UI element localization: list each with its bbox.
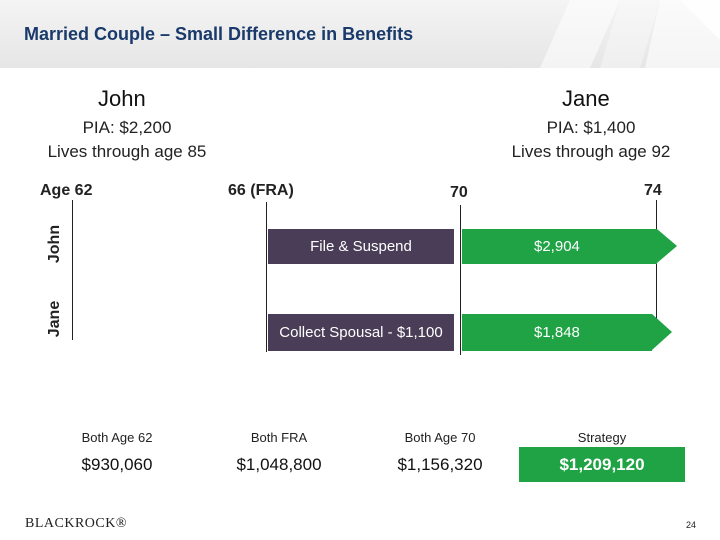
jane-benefit-bar: $1,848	[462, 314, 652, 351]
header-decoration	[540, 0, 720, 68]
john-benefit-bar: $2,904	[462, 229, 657, 264]
timeline-line-74	[656, 200, 657, 340]
timeline-line-70	[460, 205, 461, 355]
timeline-line-fra	[266, 202, 267, 352]
scenario-label-both-fra: Both FRA	[250, 430, 308, 445]
jane-pia: PIA: $1,400	[546, 118, 636, 137]
blackrock-logo: BLACKROCK®	[25, 516, 127, 531]
scenario-value-both-70: $1,156,320	[397, 455, 483, 474]
john-file-suspend-bar: File & Suspend	[268, 229, 454, 264]
page-number: 24	[685, 520, 696, 530]
row-label-jane: Jane	[46, 300, 63, 338]
age-74: 74	[644, 182, 662, 199]
scenario-value-both-62: $930,060	[81, 455, 153, 474]
scenario-label-both-70: Both Age 70	[404, 430, 476, 445]
john-lives: Lives through age 85	[47, 142, 207, 161]
john-pia: PIA: $2,200	[82, 118, 172, 137]
jane-arrow-icon	[652, 314, 672, 350]
scenario-label-both-62: Both Age 62	[81, 430, 153, 445]
jane-name: Jane	[562, 86, 610, 111]
john-name: John	[98, 86, 146, 111]
scenario-value-both-fra: $1,048,800	[236, 455, 322, 474]
scenario-value-strategy: $1,209,120	[519, 447, 685, 482]
row-label-john: John	[46, 224, 63, 264]
scenario-label-strategy: Strategy	[577, 430, 627, 445]
age-70: 70	[450, 184, 468, 201]
slide-header: Married Couple – Small Difference in Ben…	[0, 0, 720, 68]
timeline-line-62	[72, 200, 73, 340]
john-arrow-icon	[657, 229, 677, 263]
age-62: Age 62	[40, 182, 93, 199]
john-info: PIA: $2,200 Lives through age 85	[36, 116, 218, 164]
jane-info: PIA: $1,400 Lives through age 92	[496, 116, 686, 164]
slide-title: Married Couple – Small Difference in Ben…	[24, 24, 414, 44]
jane-lives: Lives through age 92	[511, 142, 671, 161]
jane-spousal-bar: Collect Spousal - $1,100	[268, 314, 454, 351]
age-66-fra: 66 (FRA)	[228, 182, 294, 199]
